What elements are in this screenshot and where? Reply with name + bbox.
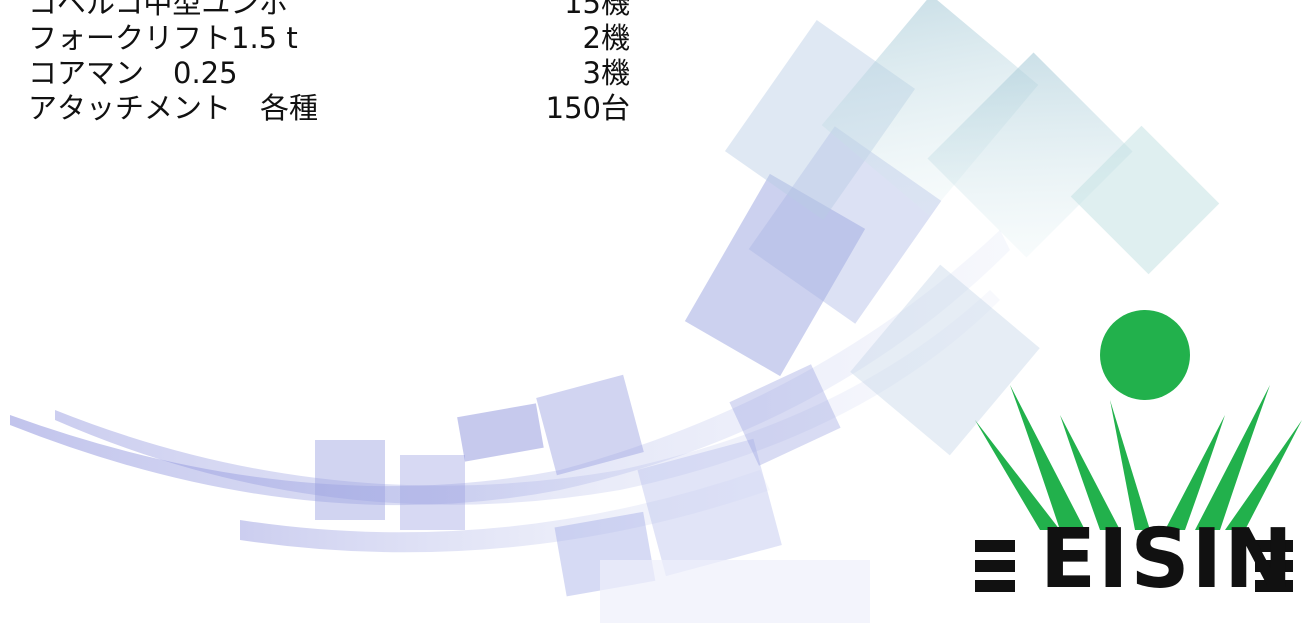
page: コベルコ中型ユンボ15機フォークリフト1.5 t2機コアマン 0.253機アタッ…: [0, 0, 1302, 623]
logo-text: EISIN: [1040, 515, 1295, 605]
equipment-count: 2機: [583, 21, 630, 56]
equipment-name: アタッチメント 各種: [28, 91, 318, 125]
equipment-row: コアマン 0.25 3機: [28, 56, 630, 91]
equipment-count: 150台: [546, 91, 630, 126]
equipment-name: フォークリフト1.5 t: [28, 21, 298, 55]
equipment-name: コベルコ中型ユンボ: [28, 0, 288, 20]
equipment-count: 15機: [564, 0, 630, 21]
equipment-count: 3機: [583, 56, 630, 91]
equipment-row: フォークリフト1.5 t 2機: [28, 21, 630, 56]
equipment-name: コアマン 0.25: [28, 56, 238, 90]
equipment-row: アタッチメント 各種 150台: [28, 91, 630, 126]
equipment-row: コベルコ中型ユンボ 15機: [28, 0, 630, 21]
